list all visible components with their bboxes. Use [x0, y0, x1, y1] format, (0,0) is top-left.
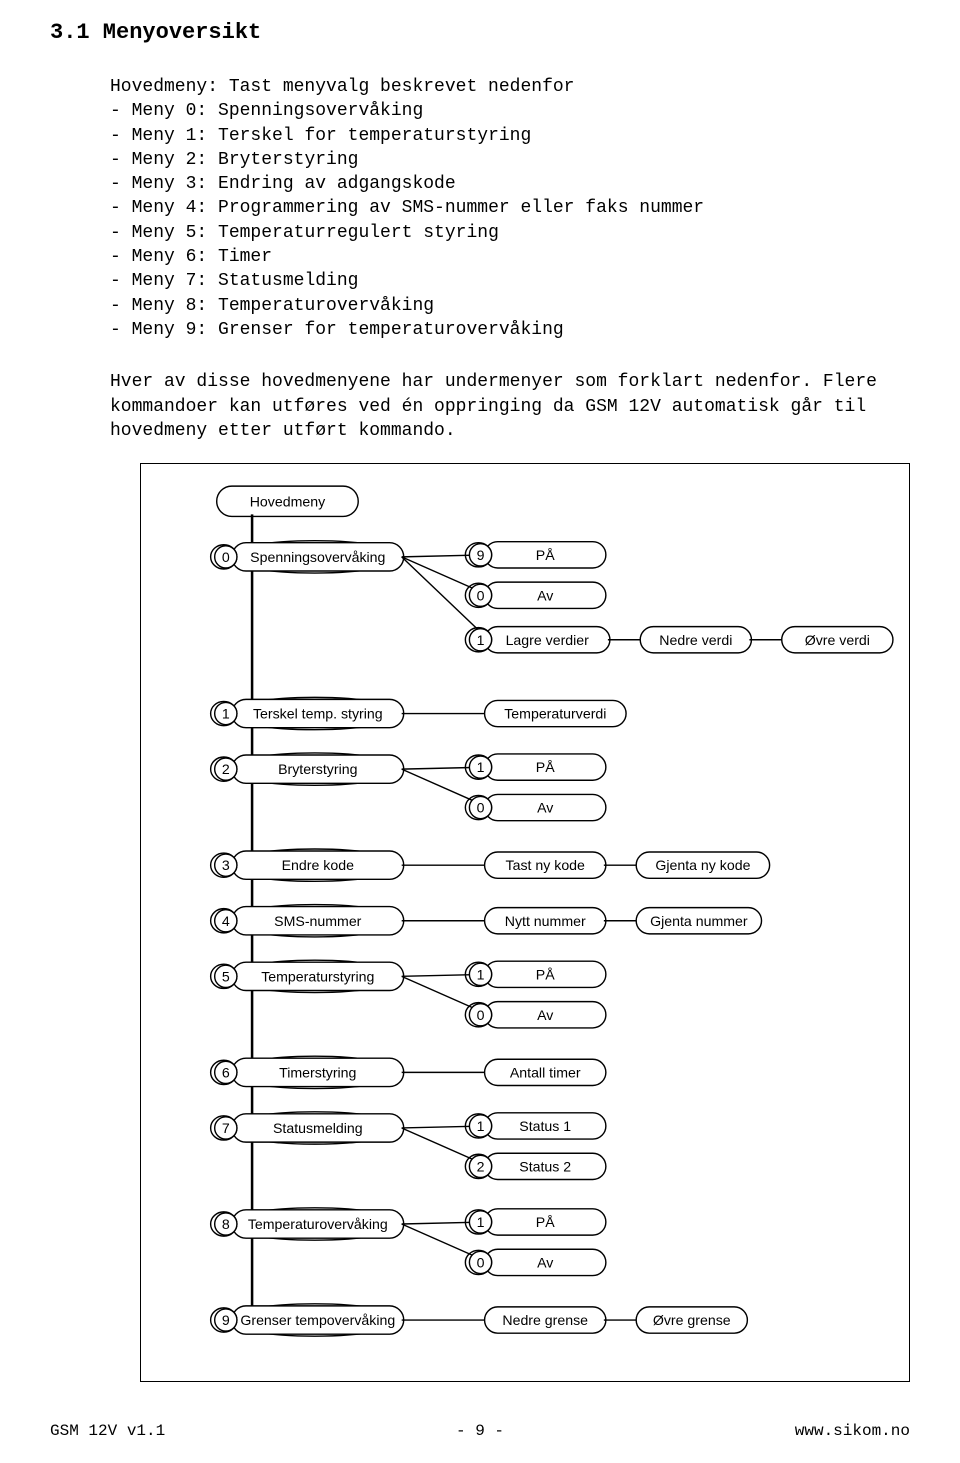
svg-text:Gjenta ny kode: Gjenta ny kode [655, 857, 750, 873]
svg-text:Bryterstyring: Bryterstyring [278, 761, 357, 777]
menu-list: Meny 0: SpenningsovervåkingMeny 1: Tersk… [110, 99, 910, 342]
svg-text:1: 1 [477, 966, 485, 982]
svg-text:0: 0 [477, 1007, 485, 1023]
svg-text:Spenningsovervåking: Spenningsovervåking [250, 549, 385, 565]
svg-text:1: 1 [222, 706, 230, 722]
svg-text:Temperaturverdi: Temperaturverdi [504, 706, 606, 722]
svg-text:5: 5 [222, 969, 230, 985]
menu-list-item: Meny 3: Endring av adgangskode [110, 172, 910, 196]
svg-text:0: 0 [477, 800, 485, 816]
svg-text:0: 0 [222, 549, 230, 565]
svg-text:Temperaturstyring: Temperaturstyring [261, 969, 374, 985]
menu-diagram: Hovedmeny Spenningsovervåking 0 PÅ 9 Av 0 Lagre… [140, 463, 910, 1381]
svg-text:Nedre verdi: Nedre verdi [659, 632, 732, 648]
svg-text:8: 8 [222, 1216, 230, 1232]
menu-list-item: Meny 4: Programmering av SMS-nummer elle… [110, 196, 910, 220]
svg-text:Øvre grense: Øvre grense [653, 1312, 731, 1328]
svg-text:7: 7 [222, 1120, 230, 1136]
svg-text:PÅ: PÅ [536, 966, 555, 982]
svg-text:Av: Av [537, 1255, 554, 1271]
svg-text:Nytt nummer: Nytt nummer [505, 913, 586, 929]
intro-block: Hovedmeny: Tast menyvalg beskrevet neden… [110, 75, 910, 342]
svg-text:Status 2: Status 2 [519, 1159, 571, 1175]
svg-text:Terskel temp. styring: Terskel temp. styring [253, 706, 383, 722]
svg-text:Grenser tempovervåking: Grenser tempovervåking [240, 1312, 395, 1328]
svg-text:Timerstyring: Timerstyring [279, 1065, 356, 1081]
intro-line: Hovedmeny: Tast menyvalg beskrevet neden… [110, 75, 910, 99]
svg-text:4: 4 [222, 913, 230, 929]
menu-list-item: Meny 1: Terskel for temperaturstyring [110, 124, 910, 148]
svg-text:0: 0 [477, 587, 485, 603]
svg-text:9: 9 [222, 1312, 230, 1328]
svg-text:2: 2 [477, 1159, 485, 1175]
svg-text:0: 0 [477, 1255, 485, 1271]
svg-text:Av: Av [537, 587, 554, 603]
svg-text:Nedre grense: Nedre grense [502, 1312, 588, 1328]
menu-list-item: Meny 0: Spenningsovervåking [110, 99, 910, 123]
svg-text:Temperaturovervåking: Temperaturovervåking [248, 1216, 388, 1232]
section-heading: 3.1 Menyoversikt [50, 20, 910, 45]
page-footer: GSM 12V v1.1 - 9 - www.sikom.no [0, 1402, 960, 1450]
svg-text:6: 6 [222, 1065, 230, 1081]
svg-text:1: 1 [477, 759, 485, 775]
svg-text:1: 1 [477, 1118, 485, 1134]
svg-text:Hovedmeny: Hovedmeny [250, 493, 326, 509]
menu-list-item: Meny 2: Bryterstyring [110, 148, 910, 172]
svg-text:Endre kode: Endre kode [282, 857, 354, 873]
svg-text:PÅ: PÅ [536, 547, 555, 563]
svg-text:PÅ: PÅ [536, 759, 555, 775]
svg-text:Antall timer: Antall timer [510, 1065, 581, 1081]
footer-right: www.sikom.no [795, 1422, 910, 1440]
menu-list-item: Meny 7: Statusmelding [110, 269, 910, 293]
svg-text:1: 1 [477, 1214, 485, 1230]
svg-text:2: 2 [222, 761, 230, 777]
svg-text:Status 1: Status 1 [519, 1118, 571, 1134]
footer-center: - 9 - [456, 1422, 504, 1440]
svg-text:Gjenta nummer: Gjenta nummer [650, 913, 748, 929]
svg-text:Av: Av [537, 800, 554, 816]
menu-list-item: Meny 5: Temperaturregulert styring [110, 221, 910, 245]
svg-text:Av: Av [537, 1007, 554, 1023]
svg-text:Tast ny kode: Tast ny kode [506, 857, 586, 873]
svg-text:Statusmelding: Statusmelding [273, 1120, 363, 1136]
footer-left: GSM 12V v1.1 [50, 1422, 165, 1440]
svg-text:9: 9 [477, 547, 485, 563]
svg-text:SMS-nummer: SMS-nummer [274, 913, 362, 929]
svg-text:Øvre verdi: Øvre verdi [805, 632, 870, 648]
menu-list-item: Meny 6: Timer [110, 245, 910, 269]
svg-text:1: 1 [477, 632, 485, 648]
svg-text:Lagre verdier: Lagre verdier [506, 632, 590, 648]
paragraph-explainer: Hver av disse hovedmenyene har undermeny… [110, 370, 910, 443]
svg-text:PÅ: PÅ [536, 1214, 555, 1230]
menu-list-item: Meny 9: Grenser for temperaturovervåking [110, 318, 910, 342]
menu-list-item: Meny 8: Temperaturovervåking [110, 294, 910, 318]
svg-text:3: 3 [222, 857, 230, 873]
menu-diagram-svg: Hovedmeny Spenningsovervåking 0 PÅ 9 Av 0 Lagre… [151, 476, 899, 1360]
